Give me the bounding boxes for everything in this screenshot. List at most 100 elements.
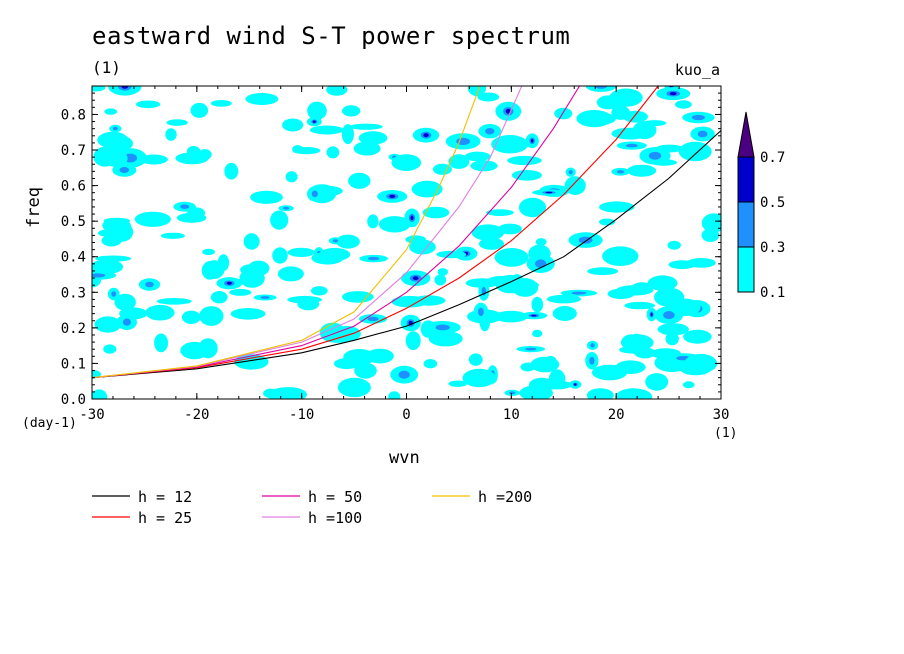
colorbar-label: 0.7 [760,150,785,166]
contour-patch-low [411,180,443,198]
contour-patch-low [145,304,175,321]
contour-patch-high [669,92,677,96]
contour-patch-low [602,246,639,266]
y-tick-label: 0.8 [61,107,86,123]
contour-patch-low [511,170,542,181]
contour-patch-low [448,380,468,387]
contour-patch-low [478,237,505,250]
contour-patch-mid [478,307,484,317]
contour-patch-low [468,353,483,366]
contour-patch-low [210,291,228,304]
y-tick-label: 0.2 [61,321,86,337]
contour-patch-low [615,360,646,375]
contour-patch-low [624,301,656,310]
colorbar-label: 0.5 [760,195,785,211]
x-axis-unit: (1) [714,426,738,441]
chart-title: eastward wind S-T power spectrum [92,22,571,50]
contour-patch-low [497,223,522,235]
legend-label: h =100 [308,509,362,527]
contour-patch-mid [525,347,537,351]
y-tick-label: 0.0 [61,392,86,408]
contour-patch-low [367,214,379,229]
contour-patch-low [391,154,422,172]
x-tick-label: 30 [713,407,730,423]
colorbar-extension [737,111,755,158]
contour-patch-mid [122,318,131,326]
contour-patch-low [682,381,695,389]
contour-patch-low [341,124,354,145]
contour-patch-low [378,216,411,233]
contour-patch-low [564,176,586,196]
contour-patch-low [92,389,108,399]
contour-patch-mid [697,130,708,138]
power-contours [92,86,721,399]
x-tick-label: 10 [503,407,520,423]
contour-patch-low [519,385,553,399]
contour-patch-low [701,228,720,242]
contour-patch-low [342,105,361,117]
y-tick-label: 0.7 [61,143,86,159]
contour-patch-low [230,308,266,320]
contour-patch-low [337,377,371,398]
contour-patch-low [243,233,260,250]
legend-label: h = 12 [138,488,192,506]
contour-patch-mid [691,114,705,121]
contour-patch-low [599,201,635,213]
contour-patch-low [552,306,577,321]
contour-patch-low [585,86,617,92]
x-tick-label: -20 [184,407,209,423]
legend-label: h = 25 [138,509,192,527]
contour-patch-mid [119,167,130,173]
contour-patch-mid [663,311,675,320]
series-line-2 [92,86,580,379]
contour-patch-low [412,295,446,306]
y-tick-label: 0.5 [61,214,86,230]
contour-patch-low [420,320,436,338]
contour-patch-low [580,112,616,126]
contour-patch-low [176,212,207,223]
contour-patch-low [92,86,106,92]
contour-patch-low [531,296,544,313]
contour-patch-low [165,128,177,141]
contour-patch-low [287,247,315,257]
contour-patch-low [422,206,450,219]
contour-patch-low [326,86,348,96]
contour-patch-mid [535,259,547,268]
contour-patch-low [491,135,529,154]
contour-patch-low [462,368,496,388]
contour-patch-low [650,348,681,359]
contour-patch-low [309,125,344,135]
contour-patch-low [358,131,388,145]
contour-patch-mid [112,126,118,131]
contour-patch-high [412,276,419,281]
y-axis-unit: (day-1) [22,416,77,431]
contour-patch-low [554,107,573,120]
contour-patch-low [448,154,470,169]
contour-patch-low [518,197,547,218]
contour-patch-low [202,248,216,256]
contour-patch-low [310,286,328,296]
contour-patch-low [512,145,523,153]
y-tick-label: 0.1 [61,356,86,372]
contour-patch-low [160,232,185,239]
series-line-4 [92,86,481,379]
contour-patch-low [701,213,721,233]
contour-patch-mid [435,324,450,331]
contour-patch-mid [368,256,380,261]
contour-patch-low [348,172,371,189]
contour-patch-low [509,274,525,294]
contour-patch-high [574,383,577,386]
x-tick-label: -10 [289,407,314,423]
contour-patch-high [121,86,129,89]
contour-patch-mid [92,273,106,278]
contour-patch-low [282,118,304,132]
contour-patch-low [204,260,225,279]
contour-patch-low [190,102,209,118]
contour-patch-low [349,123,383,130]
legend: h = 12 h = 25 h = 50 h =100 h =200 [92,488,532,527]
contour-patch-mid [283,206,290,210]
x-tick-label: -30 [79,407,104,423]
colorbar-band-0 [737,246,755,293]
contour-patch-high [650,312,653,317]
contour-patch-low [154,333,169,353]
